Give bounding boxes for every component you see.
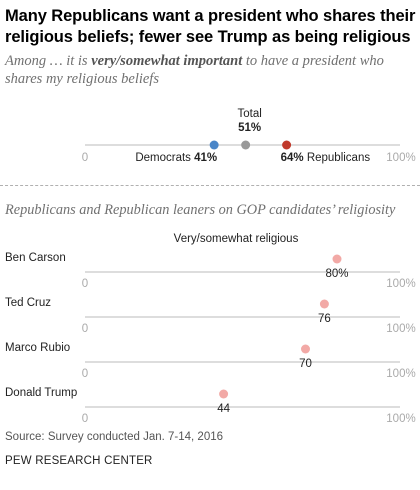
candidate-value-ben-carson: 80% <box>325 268 348 280</box>
point-republicans <box>282 140 292 150</box>
candidate-point-donald-trump <box>219 389 229 399</box>
label-republicans-name: Republicans <box>307 152 371 164</box>
candidates-section-title: Republicans and Republican leaners on GO… <box>5 202 396 218</box>
candidate-name-ben-carson: Ben Carson <box>5 252 66 264</box>
candidate-tick-max-ted-cruz: 100% <box>386 323 415 335</box>
series-label: Very/somewhat religious <box>174 233 299 245</box>
source-note: Source: Survey conducted Jan. 7-14, 2016 <box>5 431 224 443</box>
candidate-tick-min-ted-cruz: 0 <box>82 323 88 335</box>
organization-name: PEW RESEARCH CENTER <box>5 455 153 467</box>
candidate-point-marco-rubio <box>301 344 310 354</box>
candidate-name-ted-cruz: Ted Cruz <box>5 297 51 309</box>
candidate-tick-min-ben-carson: 0 <box>82 278 88 290</box>
candidate-tick-max-ben-carson: 100% <box>386 278 415 290</box>
label-republicans: 64% Republicans <box>281 152 371 164</box>
label-total-value: 51% <box>238 122 261 134</box>
section-divider <box>0 185 420 186</box>
chart-subtitle: Among … it is very/somewhat important to… <box>5 52 415 88</box>
label-republicans-value: 64% <box>281 152 307 164</box>
candidate-value-donald-trump: 44 <box>217 403 230 415</box>
subtitle-part2: to have a president who shares my religi… <box>5 53 384 87</box>
point-democrats <box>209 140 219 150</box>
candidates-dot-chart: Very/somewhat religious Ben Carson 0 100% 80… <box>5 233 416 425</box>
candidate-point-ben-carson <box>332 254 342 264</box>
candidate-tick-max-marco-rubio: 100% <box>386 368 415 380</box>
label-democrats: Democrats 41% <box>135 152 217 164</box>
axis-tick-label-max: 100% <box>386 152 415 164</box>
candidate-value-ted-cruz: 76 <box>318 313 331 325</box>
axis-tick-label-min: 0 <box>82 152 88 164</box>
candidate-name-marco-rubio: Marco Rubio <box>5 342 70 354</box>
subtitle-emphasis: very/somewhat important <box>91 53 243 69</box>
label-democrats-name: Democrats <box>135 152 194 164</box>
chart-title: Many Republicans want a president who sh… <box>5 7 416 46</box>
party-dot-chart: 0 100% Democrats 41% Total 51% 64% Republican… <box>82 108 416 164</box>
label-total-name: Total <box>238 108 262 120</box>
point-total <box>241 140 251 150</box>
label-democrats-value: 41% <box>194 152 217 164</box>
candidate-tick-min-donald-trump: 0 <box>82 413 88 425</box>
candidate-tick-min-marco-rubio: 0 <box>82 368 88 380</box>
candidate-value-marco-rubio: 70 <box>299 358 312 370</box>
candidate-tick-max-donald-trump: 100% <box>386 413 415 425</box>
subtitle-part1: Among … it is <box>5 53 92 69</box>
candidate-point-ted-cruz <box>319 299 329 309</box>
candidate-name-donald-trump: Donald Trump <box>5 387 77 399</box>
